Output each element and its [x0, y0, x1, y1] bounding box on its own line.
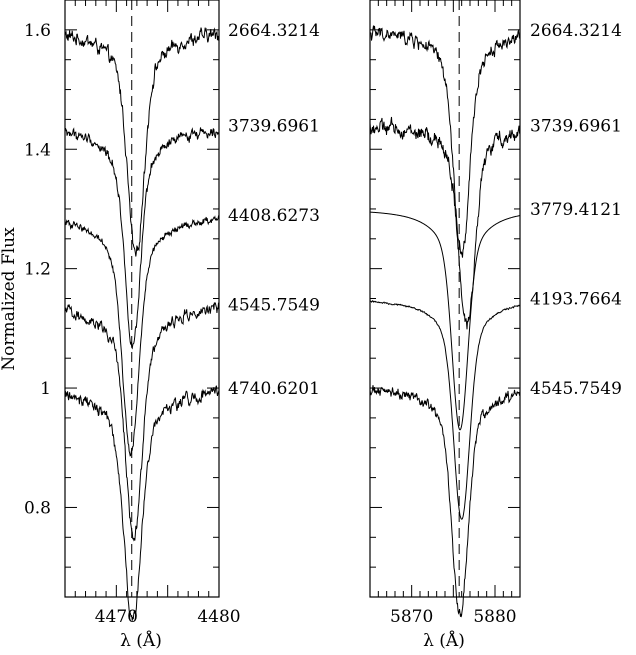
y-tick-label: 1.2	[24, 260, 51, 280]
left-panel-x-tick-labels: 4470 4480	[95, 607, 241, 627]
epoch-label: 4545.7549	[530, 379, 622, 399]
left-panel: 2664.3214 3739.6961 4408.6273 4545.7549 4740…	[24, 0, 320, 651]
y-tick-label: 1.6	[24, 21, 51, 41]
y-axis-title: Normalized Flux	[0, 227, 19, 371]
spectrum-line	[369, 300, 521, 520]
spectrum-line	[64, 302, 220, 542]
spectrum-line	[369, 25, 521, 258]
left-x-axis-title: λ (Å)	[120, 630, 162, 651]
epoch-label: 2664.3214	[530, 21, 622, 41]
right-panel-ticks	[369, 0, 521, 598]
spectrum-line	[64, 215, 220, 457]
epoch-label: 4408.6273	[228, 206, 320, 226]
y-tick-label: 1	[40, 379, 51, 399]
left-panel-y-tick-labels: 0.8 1 1.2 1.4 1.6	[24, 21, 51, 519]
y-tick-label: 1.4	[24, 140, 51, 160]
spectrum-line	[369, 385, 521, 618]
left-panel-epoch-labels: 2664.3214 3739.6961 4408.6273 4545.7549 4740…	[228, 21, 320, 399]
x-tick-label: 5870	[390, 607, 433, 627]
x-tick-label: 4480	[197, 607, 240, 627]
right-panel: 2664.3214 3739.6961 3779.4121 4193.7664 4545…	[369, 0, 622, 651]
spectrum-line	[64, 385, 220, 621]
right-panel-epoch-labels: 2664.3214 3739.6961 3779.4121 4193.7664 4545…	[530, 21, 622, 399]
left-panel-spectra	[64, 27, 220, 621]
x-tick-label: 4470	[95, 607, 138, 627]
epoch-label: 3739.6961	[228, 116, 320, 136]
spectrum-line	[369, 116, 521, 330]
spectrum-line	[64, 127, 220, 350]
epoch-label: 4740.6201	[228, 379, 320, 399]
epoch-label: 4193.7664	[530, 290, 622, 310]
left-panel-ticks	[64, 0, 220, 598]
left-panel-frame	[64, 0, 220, 598]
y-tick-label: 0.8	[24, 498, 51, 518]
right-panel-x-tick-labels: 5870 5880	[390, 607, 517, 627]
right-panel-spectra	[369, 25, 521, 618]
epoch-label: 3739.6961	[530, 116, 622, 136]
spectrum-line	[64, 27, 220, 257]
epoch-label: 2664.3214	[228, 21, 320, 41]
epoch-label: 4545.7549	[228, 295, 320, 315]
x-tick-label: 5880	[473, 607, 516, 627]
epoch-label: 3779.4121	[530, 200, 622, 220]
right-panel-frame	[369, 0, 521, 598]
spectrum-line	[369, 211, 521, 431]
right-x-axis-title: λ (Å)	[423, 630, 465, 651]
